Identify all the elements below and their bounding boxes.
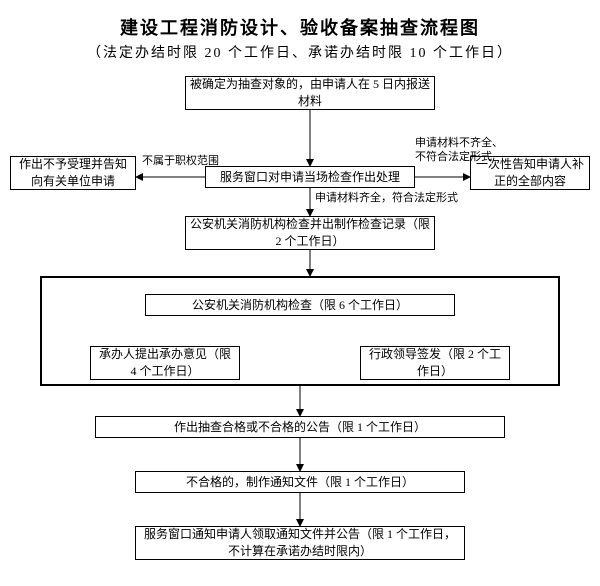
node-reject-notify: 作出不予受理并告知向有关单位申请 <box>10 156 136 190</box>
page-title: 建设工程消防设计、验收备案抽查流程图 <box>10 14 590 40</box>
edge-label-complete: 申请材料齐全，符合法定形式 <box>315 191 458 205</box>
edge-label-incomplete-line1: 申请材料不齐全、 <box>415 137 503 149</box>
node-fire-inspect: 公安机关消防机构检查（限 6 个工作日） <box>145 294 455 316</box>
node-announce-result: 作出抽查合格或不合格的公告（限 1 个工作日） <box>95 416 505 438</box>
node-window-check: 服务窗口对申请当场检查作出处理 <box>205 166 415 188</box>
node-window-notify: 服务窗口通知申请人领取通知文件并公告（限 1 个工作日，不计算在承诺办结时限内） <box>135 526 465 560</box>
node-fail-notice: 不合格的，制作通知文件（限 1 个工作日） <box>135 471 465 493</box>
node-fire-inspect-record: 公安机关消防机构检查并出制作检查记录（限2 个工作日） <box>185 216 435 250</box>
edge-label-incomplete-line2: 不符合法定形式 <box>415 151 492 163</box>
flowchart-canvas: 被确定为抽查对象的，由申请人在 5 日内报送材料 服务窗口对申请当场检查作出处理… <box>10 76 590 576</box>
edge-label-incomplete: 申请材料不齐全、 不符合法定形式 <box>415 136 503 165</box>
node-admin-sign: 行政领导签发（限 2 个工作日） <box>360 346 510 380</box>
page-subtitle: （法定办结时限 20 个工作日、承诺办结时限 10 个工作日） <box>10 42 590 62</box>
node-submit-materials: 被确定为抽查对象的，由申请人在 5 日内报送材料 <box>185 76 435 110</box>
node-handler-opinion: 承办人提出承办意见（限 4 个工作日） <box>90 346 240 380</box>
edge-label-out-of-scope: 不属于职权范围 <box>142 154 219 168</box>
